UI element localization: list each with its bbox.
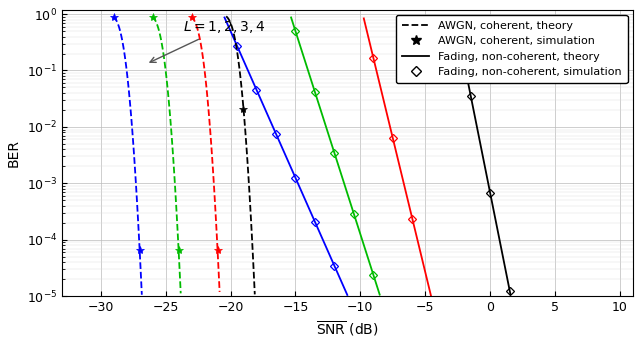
X-axis label: $\overline{\mathrm{SNR}}$ (dB): $\overline{\mathrm{SNR}}$ (dB) — [316, 319, 379, 338]
Text: $L = 1, 2, 3, 4$: $L = 1, 2, 3, 4$ — [150, 19, 266, 62]
Y-axis label: BER: BER — [7, 139, 21, 167]
Legend: AWGN, coherent, theory, AWGN, coherent, simulation, Fading, non-coherent, theory: AWGN, coherent, theory, AWGN, coherent, … — [396, 15, 627, 83]
